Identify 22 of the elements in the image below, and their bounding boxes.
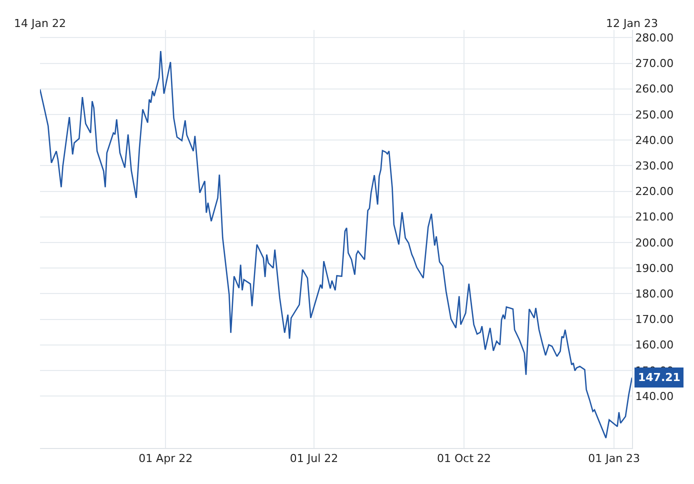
y-tick-label: 230.00 (635, 160, 674, 173)
y-tick-label: 170.00 (635, 313, 674, 326)
y-tick-label: 140.00 (635, 390, 674, 403)
y-tick-label: 220.00 (635, 185, 674, 198)
x-tick-label: 01 Jul 22 (290, 452, 338, 466)
x-tick-label: 01 Jan 23 (588, 452, 640, 466)
y-tick-label: 260.00 (635, 82, 674, 96)
y-tick-label: 210.00 (635, 210, 674, 224)
y-tick-label: 270.00 (635, 57, 674, 70)
y-tick-label: 280.00 (635, 32, 674, 45)
x-tick-label: 01 Oct 22 (437, 452, 492, 466)
annotation: 147.21 (638, 371, 680, 384)
y-tick-label: 250.00 (635, 108, 674, 122)
y-tick-label: 180.00 (635, 288, 674, 300)
y-tick-label: 200.00 (635, 236, 674, 250)
y-tick-label: 240.00 (635, 134, 674, 147)
x2-tick-label: 12 Jan 23 (606, 16, 658, 30)
x-tick-label: 01 Apr 22 (138, 452, 193, 466)
y-tick-label: 160.00 (635, 338, 674, 352)
x2-tick-label: 14 Jan 22 (14, 16, 66, 30)
y-tick-label: 190.00 (635, 262, 674, 275)
line-series (40, 50, 632, 439)
